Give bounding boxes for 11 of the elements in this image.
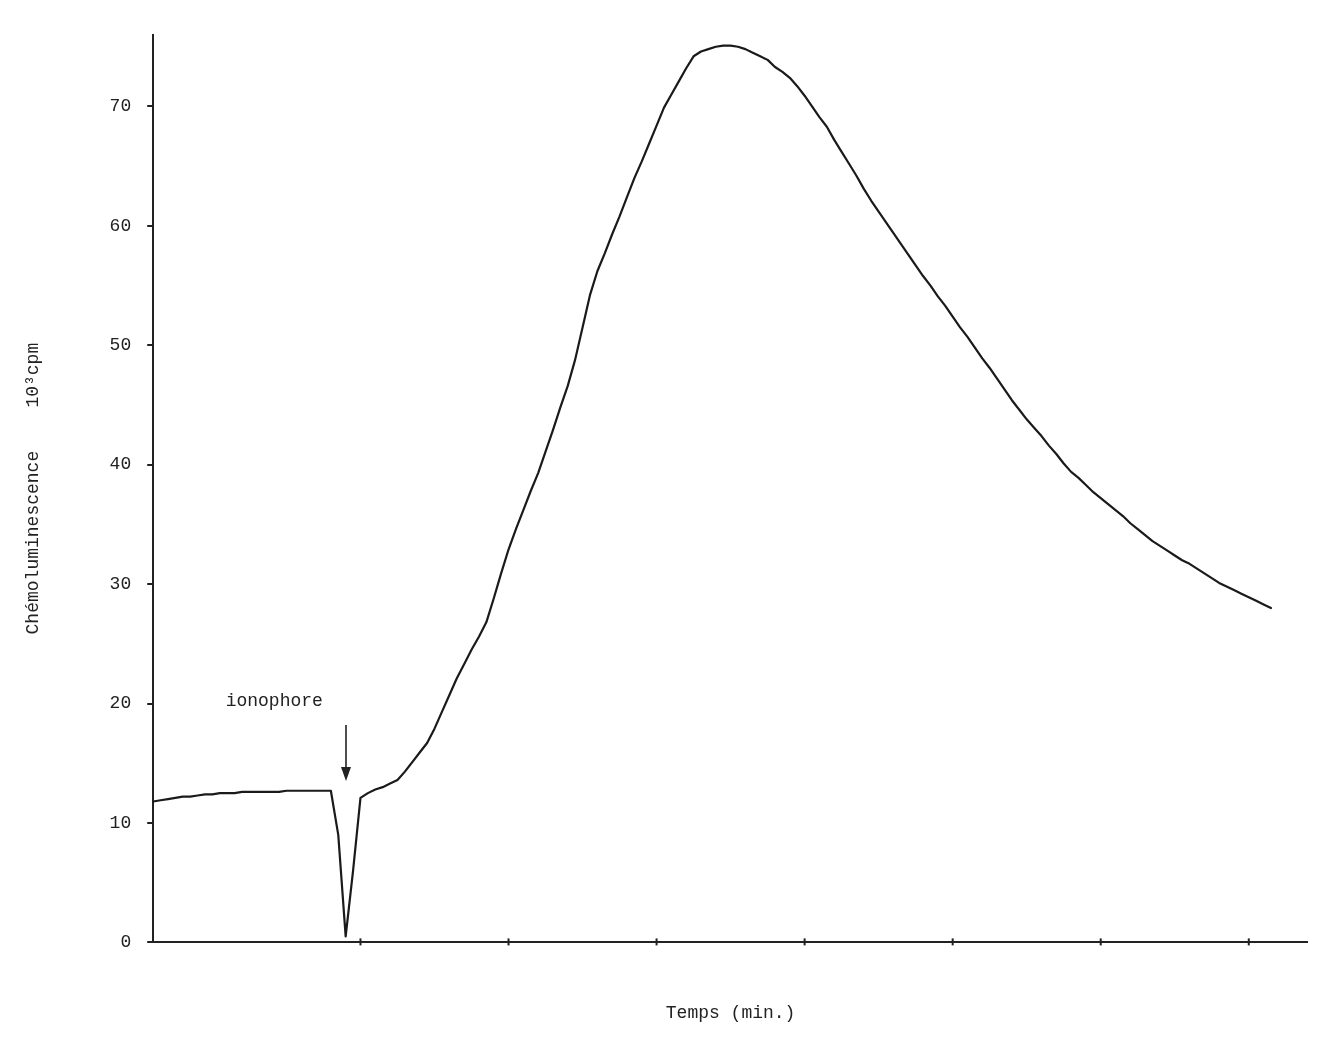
y-tick-label: 20 — [109, 693, 132, 714]
y-tick-label: 60 — [109, 215, 132, 236]
y-tick-label: 40 — [109, 454, 132, 475]
y-tick-label: 50 — [109, 335, 132, 356]
y-tick-label: 30 — [109, 573, 132, 594]
y-tick-label: 0 — [120, 932, 132, 953]
x-axis-title: Temps (min.) — [665, 1002, 796, 1023]
y-tick-label: 10 — [109, 812, 132, 833]
y-axis-title: Chémoluminescence 10³cpm — [22, 342, 43, 635]
y-tick-label: 70 — [109, 96, 132, 117]
annotation: ionophore — [225, 690, 323, 711]
